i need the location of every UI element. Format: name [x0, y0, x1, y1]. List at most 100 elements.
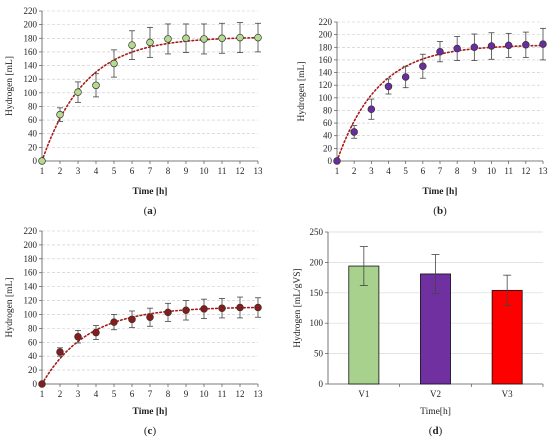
- y-tick-label: 60: [28, 337, 38, 347]
- y-tick-label: 80: [323, 105, 333, 115]
- x-tick-label: 6: [421, 166, 426, 176]
- y-tick-label: 220: [24, 6, 38, 16]
- data-point: [200, 35, 208, 43]
- x-tick-label: 13: [539, 166, 549, 176]
- data-point: [182, 306, 190, 315]
- x-tick-label: 1: [40, 389, 45, 399]
- data-point: [110, 59, 118, 68]
- data-point: [92, 328, 100, 337]
- x-tick-label: 11: [218, 389, 227, 399]
- y-tick-label: 140: [319, 68, 333, 78]
- data-point: [164, 35, 172, 43]
- y-tick-label: 0: [33, 379, 38, 389]
- y-tick-label: 0: [33, 156, 38, 166]
- y-tick-label: 250: [310, 227, 324, 237]
- y-tick-label: 100: [24, 88, 38, 98]
- data-point: [218, 34, 226, 43]
- y-tick-label: 120: [319, 80, 333, 90]
- x-tick-label: 12: [521, 166, 530, 176]
- x-tick-label: 13: [254, 166, 264, 176]
- fit-curve: [336, 44, 544, 162]
- x-tick-label: V2: [430, 389, 441, 399]
- x-axis-label: Time [h]: [423, 187, 458, 197]
- y-tick-label: 220: [319, 17, 333, 27]
- y-tick-label: 200: [24, 240, 38, 250]
- data-point: [350, 128, 358, 136]
- caption-paren: ): [443, 205, 447, 217]
- x-tick-label: 2: [58, 166, 63, 176]
- y-tick-label: 40: [28, 129, 38, 139]
- data-point: [333, 157, 341, 165]
- data-point: [522, 40, 530, 49]
- data-point: [38, 157, 46, 165]
- data-point: [128, 315, 136, 324]
- x-tick-label: 11: [504, 166, 513, 176]
- x-tick-label: 3: [76, 166, 81, 176]
- data-point: [539, 40, 547, 48]
- x-tick-label: 4: [386, 166, 391, 176]
- x-tick-label: 5: [112, 166, 117, 176]
- data-point: [254, 303, 262, 312]
- y-tick-label: 180: [319, 42, 333, 52]
- data-point: [38, 380, 46, 388]
- caption-paren: ): [152, 425, 156, 437]
- data-point: [436, 47, 444, 56]
- y-tick-label: 220: [24, 226, 38, 236]
- caption-paren: (: [433, 205, 437, 217]
- y-tick-label: 50: [314, 349, 324, 359]
- x-tick-label: 4: [94, 389, 99, 399]
- y-tick-label: 20: [323, 143, 333, 153]
- x-tick-label: 2: [352, 166, 357, 176]
- x-tick-label: 10: [200, 166, 210, 176]
- data-point: [487, 42, 496, 50]
- x-tick-label: 9: [184, 166, 189, 176]
- y-tick-label: 180: [24, 254, 38, 264]
- data-point: [56, 348, 64, 356]
- caption-letter: b: [437, 205, 443, 217]
- x-tick-label: 9: [184, 389, 189, 399]
- y-tick-label: 100: [319, 93, 333, 103]
- y-axis-label: Hydrogen [mL/gVS]: [293, 268, 303, 347]
- caption-paren: ): [439, 425, 443, 437]
- x-tick-label: 13: [254, 389, 264, 399]
- data-point: [236, 303, 244, 312]
- x-tick-label: 7: [438, 166, 443, 176]
- x-tick-label: 11: [218, 166, 227, 176]
- y-tick-label: 40: [323, 131, 333, 141]
- y-tick-label: 120: [24, 74, 38, 84]
- x-tick-label: 8: [455, 166, 460, 176]
- x-tick-label: 9: [472, 166, 477, 176]
- caption-paren: (: [429, 425, 433, 437]
- data-point: [419, 62, 427, 70]
- y-tick-label: 120: [24, 296, 38, 306]
- x-tick-label: 7: [148, 389, 153, 399]
- x-tick-label: V3: [502, 389, 513, 399]
- panel-caption: (c): [144, 425, 157, 437]
- y-axis-label: Hydrogen [mL]: [297, 62, 307, 122]
- x-tick-label: 1: [40, 166, 45, 176]
- x-tick-label: 6: [130, 166, 135, 176]
- data-point: [218, 304, 226, 312]
- data-point: [74, 332, 82, 341]
- x-axis-label: Time[h]: [420, 407, 451, 417]
- caption-paren: (: [144, 205, 148, 217]
- caption-letter: d: [432, 425, 438, 437]
- data-point: [200, 305, 208, 313]
- y-axis-label: Hydrogen [mL]: [5, 278, 15, 338]
- x-tick-label: 10: [200, 389, 210, 399]
- panel-d: 0 50 100 150 200 250 V1 V2 V3 Hydrogen [mL/gVS] Ti…: [293, 227, 544, 437]
- y-tick-label: 200: [310, 257, 324, 267]
- y-tick-label: 160: [24, 47, 38, 57]
- x-tick-label: 3: [76, 389, 81, 399]
- x-tick-label: 5: [112, 389, 117, 399]
- y-tick-label: 20: [28, 365, 38, 375]
- caption-paren: ): [153, 205, 157, 217]
- x-tick-label: 6: [130, 389, 135, 399]
- data-point: [470, 43, 479, 52]
- y-tick-label: 200: [319, 30, 333, 40]
- panel-caption: (d): [429, 425, 443, 437]
- caption-paren: (: [144, 425, 148, 437]
- y-tick-label: 140: [24, 282, 38, 292]
- y-tick-label: 100: [24, 309, 38, 319]
- panel-caption: (a): [144, 205, 157, 217]
